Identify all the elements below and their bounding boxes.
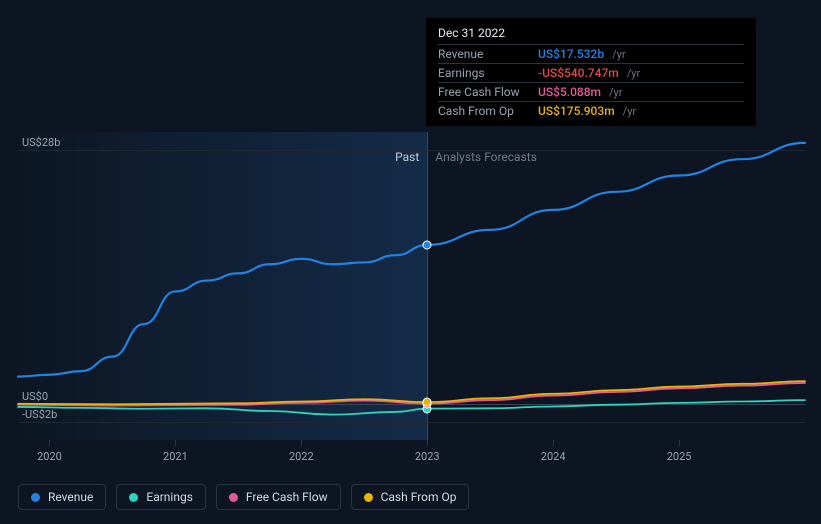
x-tick-label: 2021 <box>163 450 188 463</box>
x-tick-label: 2023 <box>415 450 440 463</box>
chart-lines <box>18 132 805 440</box>
tooltip-row-value: US$17.532b <box>538 47 604 61</box>
legend-label: Cash From Op <box>381 490 457 504</box>
tooltip-row: Cash From Op US$175.903m/yr <box>438 101 744 120</box>
tooltip-date: Dec 31 2022 <box>438 26 744 44</box>
series-cfo <box>18 381 805 404</box>
legend: Revenue Earnings Free Cash Flow Cash From O… <box>18 484 469 510</box>
legend-label: Revenue <box>48 490 93 504</box>
x-tick <box>427 440 428 446</box>
legend-dot-icon <box>129 493 138 502</box>
marker-cfo <box>423 398 432 407</box>
legend-dot-icon <box>31 493 40 502</box>
plot-area[interactable]: US$28bUS$0-US$2bPastAnalysts Forecasts <box>18 132 805 440</box>
legend-label: Free Cash Flow <box>246 490 328 504</box>
x-tick-label: 2025 <box>667 450 692 463</box>
marker-revenue <box>423 240 432 249</box>
legend-item-earnings[interactable]: Earnings <box>116 484 206 510</box>
x-tick <box>553 440 554 446</box>
x-tick <box>49 440 50 446</box>
legend-dot-icon <box>229 493 238 502</box>
x-tick-label: 2020 <box>37 450 62 463</box>
tooltip-row-label: Free Cash Flow <box>438 85 530 99</box>
x-tick <box>175 440 176 446</box>
tooltip-row: Revenue US$17.532b/yr <box>438 44 744 63</box>
tooltip-row-unit: /yr <box>609 86 622 99</box>
legend-label: Earnings <box>146 490 193 504</box>
x-tick-label: 2022 <box>289 450 314 463</box>
series-revenue <box>18 143 805 377</box>
tooltip: Dec 31 2022 RevenueUS$17.532b/yrEarnings… <box>426 18 756 126</box>
x-tick <box>301 440 302 446</box>
tooltip-row: Free Cash Flow US$5.088m/yr <box>438 82 744 101</box>
tooltip-row: Earnings -US$540.747m/yr <box>438 63 744 82</box>
tooltip-row-value: -US$540.747m <box>538 66 619 80</box>
x-tick <box>679 440 680 446</box>
tooltip-row-value: US$5.088m <box>538 85 601 99</box>
tooltip-row-label: Earnings <box>438 66 530 80</box>
legend-item-cfo[interactable]: Cash From Op <box>351 484 470 510</box>
legend-item-fcf[interactable]: Free Cash Flow <box>216 484 341 510</box>
tooltip-row-value: US$175.903m <box>538 104 615 118</box>
tooltip-row-unit: /yr <box>623 105 636 118</box>
tooltip-row-label: Revenue <box>438 47 530 61</box>
x-axis: 2020 2021 2022 2023 2024 2025 <box>18 440 805 468</box>
x-tick-label: 2024 <box>541 450 566 463</box>
tooltip-row-label: Cash From Op <box>438 104 530 118</box>
legend-dot-icon <box>364 493 373 502</box>
tooltip-row-unit: /yr <box>612 48 625 61</box>
legend-item-revenue[interactable]: Revenue <box>18 484 106 510</box>
tooltip-row-unit: /yr <box>627 67 640 80</box>
